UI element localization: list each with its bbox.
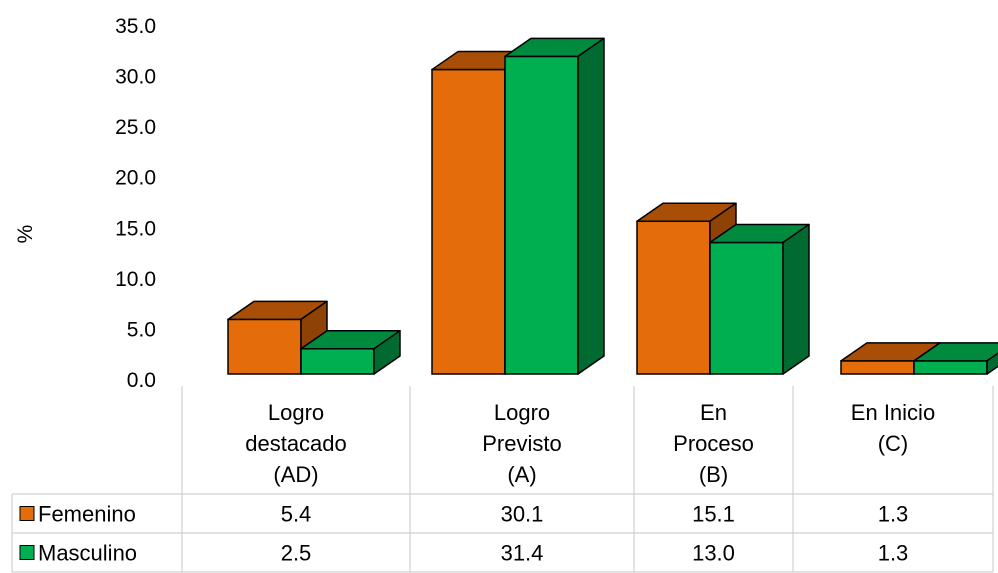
bar-side — [373, 329, 401, 375]
x-category-label: (C) — [878, 431, 909, 456]
x-category-label: destacado — [245, 431, 347, 456]
y-tick-label: 0.0 — [127, 369, 156, 392]
y-tick-label: 35.0 — [115, 15, 156, 38]
bar-masculino-2 — [709, 223, 810, 375]
bar-masculino-3 — [913, 342, 998, 375]
data-table-value: 30.1 — [501, 502, 544, 527]
legend-key-masculino — [19, 545, 35, 560]
legend-label-femenino: Femenino — [38, 502, 136, 527]
x-category-label: En — [700, 400, 727, 425]
bar-front — [636, 220, 711, 375]
x-category-label: (A) — [507, 462, 536, 487]
x-category-label: Logro — [494, 400, 550, 425]
bar-front — [431, 68, 506, 375]
y-tick-label: 15.0 — [115, 217, 156, 240]
bar-top — [913, 342, 998, 362]
bar-front — [227, 318, 302, 375]
y-tick-label: 30.0 — [115, 66, 156, 89]
y-tick-label: 5.0 — [127, 318, 156, 341]
data-table-value: 13.0 — [692, 541, 735, 566]
y-axis-label: % — [14, 225, 37, 244]
bar-side — [577, 37, 605, 375]
data-table-value: 5.4 — [281, 502, 312, 527]
x-category-label: En Inicio — [851, 400, 935, 425]
data-table-value: 1.3 — [878, 502, 909, 527]
data-table-value: 1.3 — [878, 541, 909, 566]
x-category-label: (B) — [699, 462, 728, 487]
data-table-value: 2.5 — [281, 541, 312, 566]
x-category-label: Logro — [268, 400, 324, 425]
bar-front — [709, 241, 784, 375]
y-tick-label: 25.0 — [115, 116, 156, 139]
x-category-label: (AD) — [273, 462, 318, 487]
legend-key-femenino — [19, 506, 35, 521]
y-tick-label: 20.0 — [115, 167, 156, 190]
x-category-label: Proceso — [673, 431, 754, 456]
x-category-label: Previsto — [482, 431, 561, 456]
bar-masculino-1 — [504, 37, 605, 375]
bar-masculino-0 — [300, 329, 401, 375]
bar-front — [840, 360, 915, 375]
y-tick-label: 10.0 — [115, 268, 156, 291]
data-table-value: 15.1 — [692, 502, 735, 527]
bar-front — [300, 347, 375, 375]
data-table-value: 31.4 — [501, 541, 544, 566]
legend-label-masculino: Masculino — [38, 541, 137, 566]
bar-front — [504, 55, 579, 375]
bar-front — [913, 360, 988, 375]
bar-side — [782, 223, 810, 375]
bar-side — [986, 352, 998, 375]
